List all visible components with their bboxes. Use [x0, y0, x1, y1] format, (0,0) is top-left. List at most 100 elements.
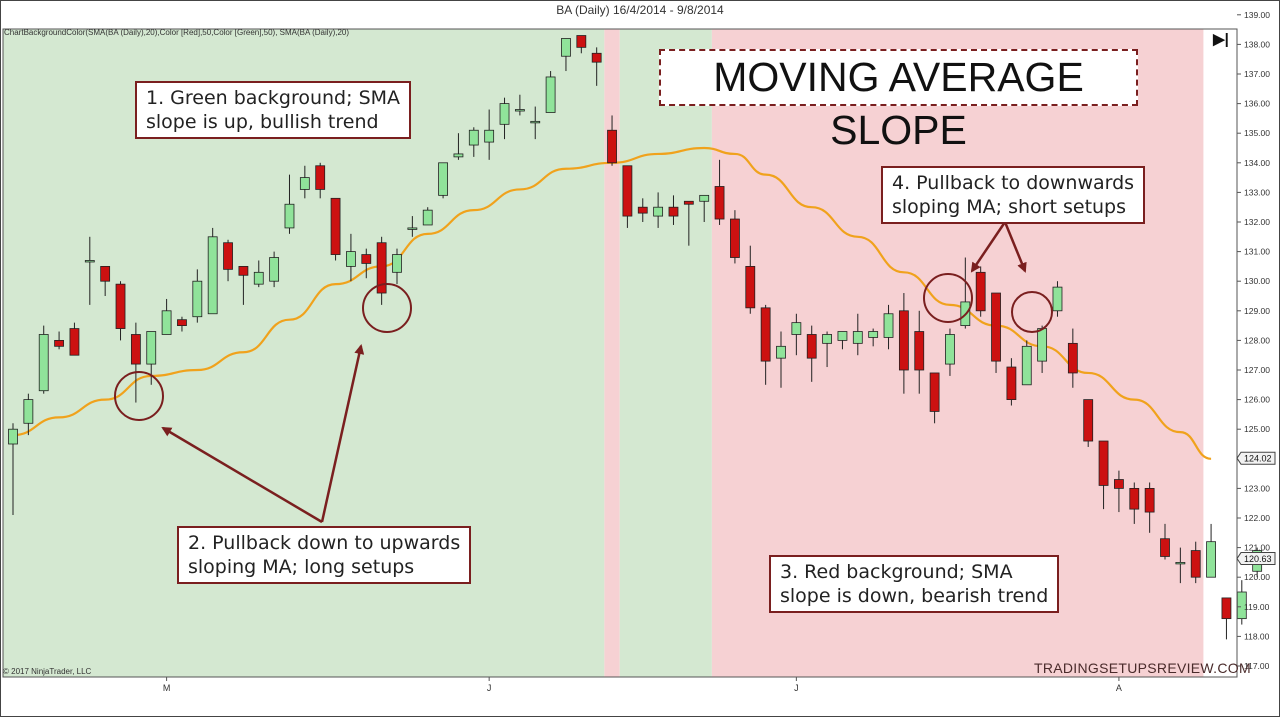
note-bullish-trend: 1. Green background; SMA slope is up, bu… [135, 81, 412, 139]
down-candle [54, 331, 64, 350]
candle-body [545, 76, 556, 113]
candle-body [514, 109, 525, 112]
highlight-circle [114, 371, 164, 421]
up-candle [38, 325, 49, 394]
candle-body [38, 334, 49, 392]
note-line: slope is up, bullish trend [146, 111, 379, 133]
up-candle [514, 94, 525, 116]
callouts [114, 221, 1053, 524]
candle-body [223, 242, 233, 270]
up-candle [468, 127, 479, 157]
candle-body [69, 328, 80, 356]
candle-body [23, 399, 34, 424]
candle-body [146, 331, 157, 365]
up-candle [422, 207, 433, 226]
down-candle [1098, 440, 1109, 510]
callout-arrow [161, 426, 323, 524]
candle-body [453, 153, 464, 158]
y-tick-label: 132.00 [1244, 217, 1270, 227]
candle-body [898, 310, 909, 371]
down-candle [130, 322, 141, 403]
candle-body [868, 331, 879, 338]
candle-body [8, 428, 18, 445]
candle-body [714, 186, 725, 220]
up-candle [699, 194, 710, 222]
down-candle [714, 159, 725, 225]
candle-body [591, 52, 602, 63]
down-candle [1160, 523, 1170, 560]
down-candle [745, 245, 756, 314]
down-candle [1144, 482, 1155, 533]
candle-body [929, 372, 940, 412]
up-candle [499, 97, 510, 140]
x-tick-label: A [1116, 683, 1122, 693]
down-candle [637, 198, 648, 222]
highlight-circle [1011, 291, 1053, 333]
candle-body [822, 334, 832, 344]
candle-body [1114, 479, 1124, 489]
down-candle [69, 322, 80, 356]
candle-body [407, 227, 418, 230]
scroll-to-end-button[interactable]: ▶| [1213, 31, 1229, 48]
candle-body [115, 283, 126, 329]
down-candle [975, 266, 986, 317]
up-candle [438, 162, 448, 199]
candle-body [84, 260, 95, 263]
y-tick-label: 125.00 [1244, 424, 1270, 434]
y-tick-label: 117.00 [1244, 661, 1270, 671]
candle-body [330, 197, 341, 255]
y-tick-label: 121.00 [1244, 543, 1270, 553]
up-candle [23, 393, 34, 436]
up-candle [407, 216, 418, 237]
y-tick-label: 122.00 [1244, 513, 1270, 523]
y-tick-label: 138.00 [1244, 39, 1270, 49]
candle-body [760, 307, 771, 362]
candle-body [299, 177, 310, 190]
y-tick-label: 134.00 [1244, 158, 1270, 168]
note-line: slope is down, bearish trend [780, 585, 1049, 607]
candle-body [991, 292, 1001, 362]
y-tick-label: 126.00 [1244, 395, 1270, 405]
bearish-background-zone [604, 29, 620, 677]
watermark: TRADINGSETUPSREVIEW.COM [1034, 660, 1251, 676]
up-candle [791, 313, 802, 356]
y-tick-label: 127.00 [1244, 365, 1270, 375]
down-candle [929, 372, 940, 424]
up-candle [561, 38, 571, 72]
note-bearish-trend: 3. Red background; SMA slope is down, be… [769, 555, 1060, 613]
down-candle [622, 165, 633, 228]
note-long-setups: 2. Pullback down to upwards sloping MA; … [177, 526, 472, 584]
candle-body [699, 194, 710, 202]
candle-body [346, 251, 356, 267]
candle-body [852, 331, 863, 344]
candle-body [1037, 328, 1048, 362]
down-candle [1190, 541, 1201, 584]
y-tick-label: 119.00 [1244, 602, 1270, 612]
up-candle [545, 71, 556, 113]
y-tick-label: 118.00 [1244, 631, 1270, 641]
y-tick-label: 128.00 [1244, 335, 1270, 345]
callout-arrow [1003, 221, 1027, 273]
up-candle [822, 331, 832, 368]
up-candle [161, 298, 172, 335]
main-title: MOVING AVERAGE SLOPE [659, 49, 1138, 153]
candle-body [1206, 541, 1216, 578]
candle-body [100, 265, 111, 282]
up-candle [530, 106, 541, 140]
y-tick-label: 136.00 [1244, 99, 1270, 109]
note-line: 3. Red background; SMA [780, 561, 1013, 583]
down-candle [914, 310, 925, 394]
down-candle [223, 239, 233, 282]
candle-body [361, 254, 372, 264]
down-candle [683, 200, 694, 246]
x-tick-label: M [163, 683, 171, 693]
candle-body [1190, 550, 1201, 578]
price-marker [1236, 451, 1276, 465]
up-candle [1021, 340, 1032, 386]
down-candle [806, 325, 817, 382]
candle-body [561, 38, 571, 57]
down-candle [1114, 470, 1124, 513]
down-candle [115, 281, 126, 341]
down-candle [576, 35, 587, 54]
note-line: 4. Pullback to downwards [892, 172, 1135, 194]
